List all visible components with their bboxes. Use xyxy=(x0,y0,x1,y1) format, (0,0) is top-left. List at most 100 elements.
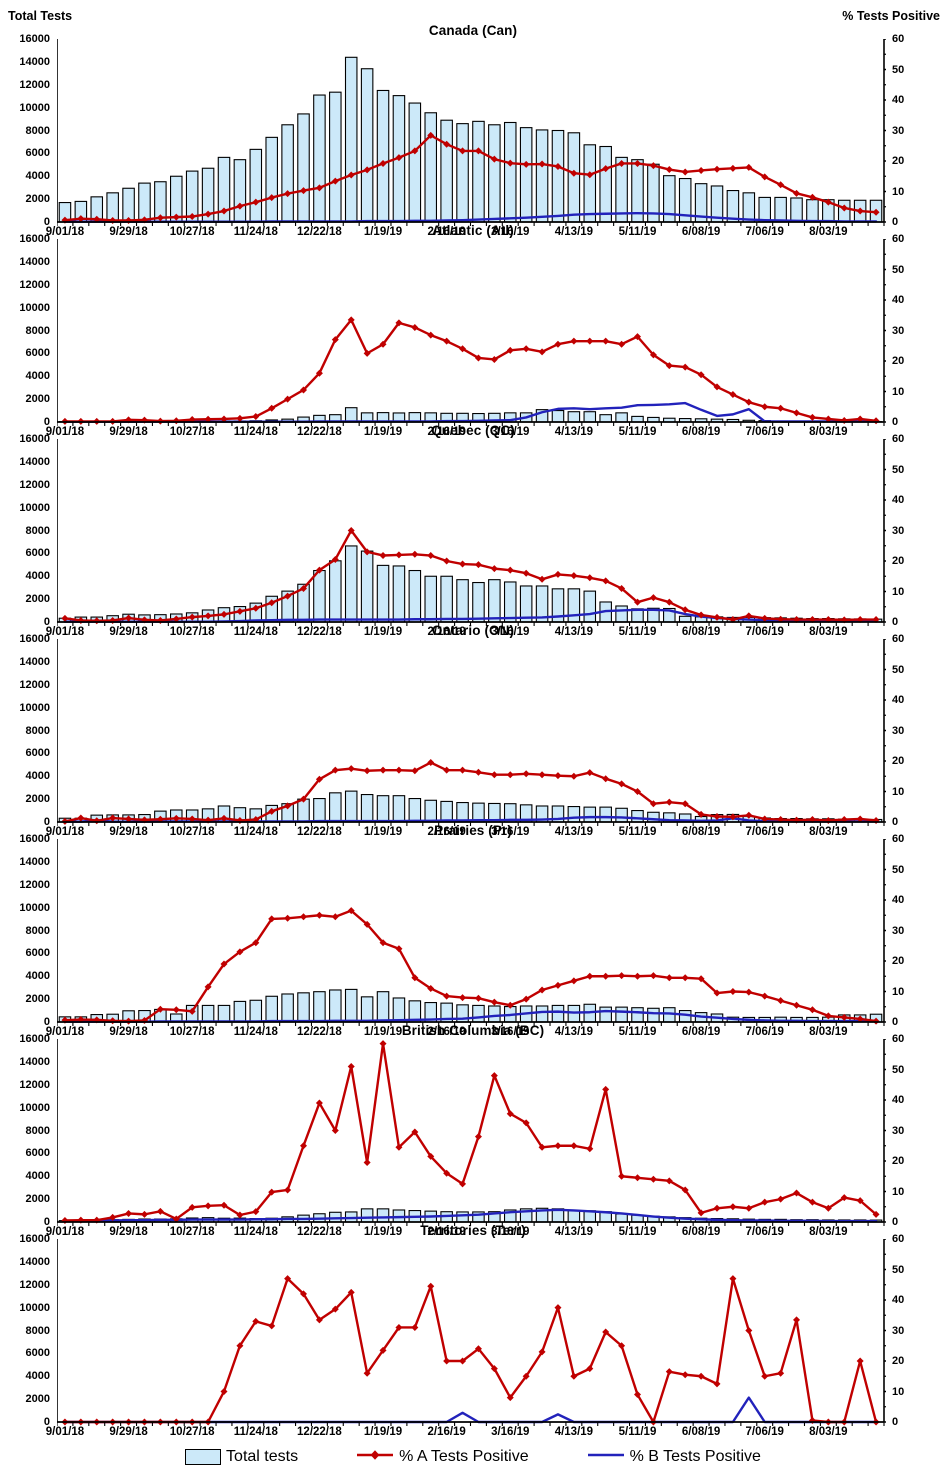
y-axis-tick-label: 2000 xyxy=(25,1193,50,1206)
y2-axis-tick-label: 50 xyxy=(892,1063,905,1076)
chart-panel-canada-can: Total Tests% Tests Positive Canada (Can) 0… xyxy=(0,9,946,238)
y-axis-tick-label: 6000 xyxy=(25,547,50,560)
line-series-a-tests-positive xyxy=(61,527,880,625)
y-axis-tick-label: 10000 xyxy=(19,501,50,514)
x-axis-tick-label: 11/24/18 xyxy=(233,626,278,638)
x-axis-tick-label: 9/29/18 xyxy=(109,226,148,238)
x-axis-tick-label: 9/29/18 xyxy=(109,1226,148,1238)
x-axis-tick-label: 8/03/19 xyxy=(809,826,848,838)
y-axis-tick-label: 14000 xyxy=(19,855,50,868)
x-axis-tick-label: 6/08/19 xyxy=(681,1026,721,1038)
y2-axis-tick-label: 10 xyxy=(892,185,905,198)
x-axis-tick-label: 1/19/19 xyxy=(363,1226,403,1238)
plot-area: 0 2000 4000 6000 8000 10000 12000 14000 16000 0 10… xyxy=(19,1033,904,1238)
x-axis-tick-label: 11/24/18 xyxy=(233,1426,278,1438)
y-axis-tick-label: 6000 xyxy=(25,1147,50,1160)
x-axis-tick-label: 7/06/19 xyxy=(745,226,784,238)
x-axis-tick-label: 6/08/19 xyxy=(681,1426,721,1438)
x-axis-tick-label: 12/22/18 xyxy=(297,1226,342,1238)
y-axis-tick-label: 4000 xyxy=(25,1370,50,1383)
panel-title: British Columbia (BC) xyxy=(401,1023,545,1038)
line-series-a-tests-positive xyxy=(61,131,880,224)
right-axis-title: % Tests Positive xyxy=(842,9,940,23)
y-axis-tick-label: 14000 xyxy=(19,455,50,468)
y2-axis-tick-label: 20 xyxy=(892,1355,905,1367)
x-axis-tick-label: 11/24/18 xyxy=(233,426,278,438)
y-axis-tick-label: 2000 xyxy=(25,393,50,406)
legend-item-a-tests-positive: % A Tests Positive xyxy=(356,1448,529,1467)
y-axis-tick-label: 6000 xyxy=(25,947,50,960)
y-axis-tick-label: 4000 xyxy=(25,370,50,383)
x-axis-tick-label: 4/13/19 xyxy=(554,1426,594,1438)
y-axis-tick-label: 12000 xyxy=(19,1078,50,1091)
plot-area: 0 2000 4000 6000 8000 10000 12000 14000 16000 0 10… xyxy=(19,33,904,238)
y-axis-tick-label: 4000 xyxy=(25,770,50,783)
y2-axis-tick-label: 0 xyxy=(892,1416,899,1428)
y2-axis-tick-label: 40 xyxy=(892,894,905,906)
x-axis-tick-label: 7/06/19 xyxy=(745,1026,784,1038)
y2-axis-tick-label: 10 xyxy=(892,585,905,598)
x-axis-tick-label: 2/16/19 xyxy=(427,226,466,238)
x-axis-tick-label: 6/08/19 xyxy=(681,1226,721,1238)
y2-axis-tick-label: 40 xyxy=(892,494,905,506)
x-axis-tick-label: 10/27/18 xyxy=(169,1226,215,1238)
y2-axis-tick-label: 20 xyxy=(892,1155,905,1167)
y2-axis-tick-label: 10 xyxy=(892,985,905,998)
chart-panel-prairies-pr: Prairies (Pr) 0 2000 4000 6000 8000 10000 12000… xyxy=(0,811,946,1038)
x-axis-tick-label: 8/03/19 xyxy=(809,1226,848,1238)
x-axis-tick-label: 3/16/19 xyxy=(491,1426,530,1438)
y2-axis-tick-label: 50 xyxy=(892,863,905,876)
y2-axis-tick-label: 50 xyxy=(892,263,905,276)
y-axis-tick-label: 16000 xyxy=(19,233,50,245)
x-axis-tick-label: 9/29/18 xyxy=(109,1426,148,1438)
x-axis-tick-label: 8/03/19 xyxy=(809,426,848,438)
x-axis-tick-label: 2/16/19 xyxy=(427,426,466,438)
y2-axis-tick-label: 30 xyxy=(892,524,905,537)
x-axis-tick-label: 2/16/19 xyxy=(427,1426,466,1438)
x-axis-tick-label: 1/19/19 xyxy=(363,626,403,638)
y2-axis-tick-label: 40 xyxy=(892,94,905,106)
y2-axis-tick-label: 50 xyxy=(892,463,905,476)
y2-axis-tick-label: 60 xyxy=(892,633,905,645)
plot-canvas xyxy=(57,639,886,826)
x-axis-tick-label: 2/16/19 xyxy=(427,1226,466,1238)
y-axis-tick-label: 16000 xyxy=(19,633,50,645)
x-axis-tick-label: 6/08/19 xyxy=(681,826,721,838)
y2-axis-tick-label: 0 xyxy=(892,1016,899,1028)
y2-axis-tick-label: 20 xyxy=(892,955,905,967)
x-axis-tick-label: 5/11/19 xyxy=(618,1426,657,1438)
y2-axis-tick-label: 10 xyxy=(892,785,905,798)
y-axis-tick-label: 6000 xyxy=(25,347,50,360)
y2-axis-tick-label: 20 xyxy=(892,355,905,367)
legend-label-total-tests: Total tests xyxy=(226,1448,299,1465)
y-axis-tick-label: 2000 xyxy=(25,593,50,606)
y-axis-tick-label: 16000 xyxy=(19,1033,50,1045)
x-axis-tick-label: 5/11/19 xyxy=(618,426,657,438)
y-axis-tick-label: 10000 xyxy=(19,901,50,914)
x-axis-tick-label: 9/01/18 xyxy=(45,626,85,638)
y-axis-tick-label: 14000 xyxy=(19,1055,50,1068)
axes xyxy=(57,639,886,826)
x-axis-tick-label: 12/22/18 xyxy=(297,626,342,638)
y2-axis-tick-label: 60 xyxy=(892,1033,905,1045)
chart-panel-quebec-qc: Quebec (QC) 0 2000 4000 6000 8000 10000 12000 14… xyxy=(0,411,946,638)
y-axis-tick-label: 12000 xyxy=(19,1278,50,1291)
y2-axis-tick-label: 20 xyxy=(892,155,905,167)
x-axis-tick-label: 7/06/19 xyxy=(745,626,784,638)
x-axis-tick-label: 9/01/18 xyxy=(45,426,85,438)
x-axis-tick-label: 12/22/18 xyxy=(297,426,342,438)
x-axis-tick-label: 10/27/18 xyxy=(169,426,215,438)
y-axis-tick-label: 12000 xyxy=(19,678,50,691)
x-axis-tick-label: 5/11/19 xyxy=(618,1226,657,1238)
x-axis-tick-label: 8/03/19 xyxy=(809,1026,848,1038)
y2-axis-tick-label: 60 xyxy=(892,433,905,445)
bar-series-total-tests xyxy=(58,56,883,223)
x-axis-tick-label: 3/16/19 xyxy=(491,626,530,638)
x-axis-tick-label: 9/29/18 xyxy=(109,1026,148,1038)
y-axis-tick-label: 0 xyxy=(43,1416,50,1428)
total-tests-swatch-icon xyxy=(185,1449,222,1465)
y-axis-tick-label: 16000 xyxy=(19,833,50,845)
line-series-a-tests-positive xyxy=(61,1275,880,1426)
y-axis-tick-label: 2000 xyxy=(25,193,50,206)
